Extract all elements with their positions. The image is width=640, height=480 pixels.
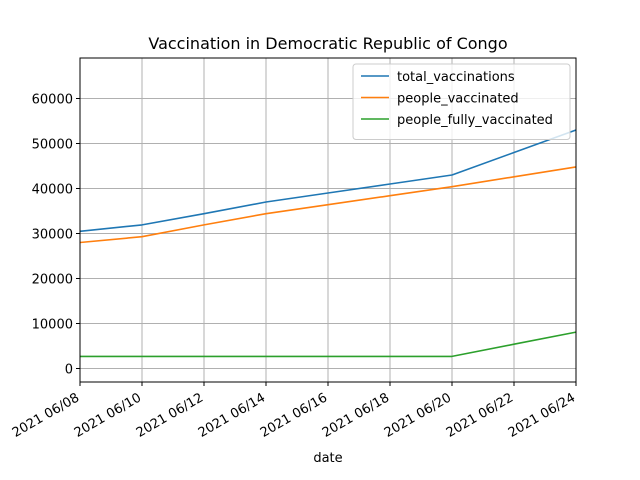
x-tick-label: 2021 06/10	[72, 390, 144, 440]
series-line-people-vaccinated	[79, 166, 577, 244]
y-tick-label: 30000	[32, 228, 73, 243]
y-tick-label: 20000	[32, 273, 73, 288]
legend-label: total_vaccinations	[397, 70, 515, 85]
legend-label: people_vaccinated	[397, 92, 519, 107]
chart-title: Vaccination in Democratic Republic of Co…	[148, 34, 507, 53]
y-tick-label: 40000	[32, 183, 73, 198]
series-line-total-vaccinations	[79, 129, 577, 233]
x-axis-label: date	[313, 451, 342, 466]
x-tick-label: 2021 06/14	[196, 390, 268, 440]
series-line-people-fully-vaccinated	[80, 331, 577, 358]
y-tick-label: 10000	[32, 318, 73, 333]
legend-box	[352, 63, 571, 140]
legend-label: people_fully_vaccinated	[397, 113, 553, 128]
y-tick-label: 60000	[32, 93, 73, 108]
x-tick-label: 2021 06/16	[258, 390, 330, 440]
x-tick-label: 2021 06/12	[134, 390, 206, 440]
x-tick-label: 2021 06/08	[10, 390, 82, 440]
x-tick-label: 2021 06/24	[506, 390, 578, 440]
x-tick-label: 2021 06/22	[444, 390, 516, 440]
x-tick-label: 2021 06/20	[382, 390, 454, 440]
y-tick-label: 0	[65, 363, 73, 378]
x-tick-label: 2021 06/18	[320, 390, 392, 440]
series-group	[79, 129, 577, 358]
legend: total_vaccinations people_vaccinatedpeopl…	[352, 63, 571, 140]
y-axis: 0 10000 20000 30000 40000 50000 60000	[32, 93, 80, 378]
y-tick-label: 50000	[32, 138, 73, 153]
